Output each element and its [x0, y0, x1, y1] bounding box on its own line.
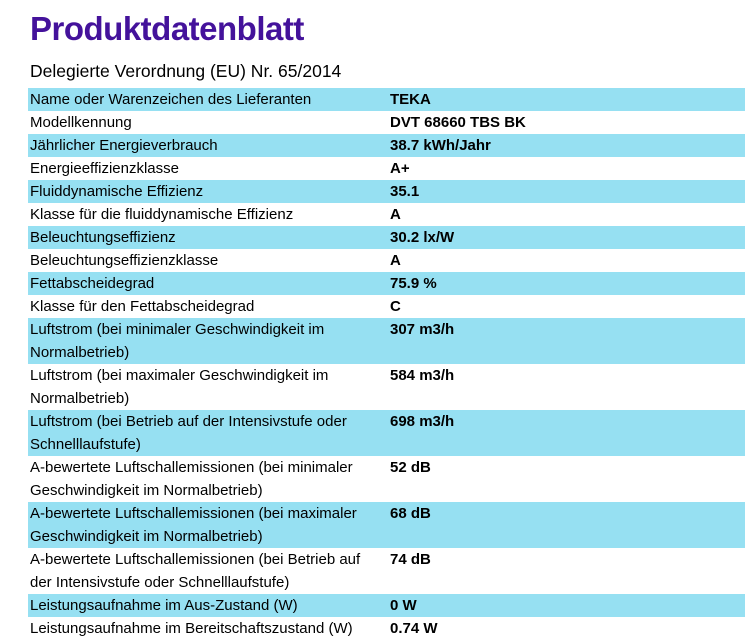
- row-label: Jährlicher Energieverbrauch: [30, 137, 218, 154]
- row-value: TEKA: [390, 91, 431, 108]
- row-value: A: [390, 206, 401, 223]
- table-row: Fettabscheidegrad 75.9 %: [28, 272, 745, 295]
- row-label: Klasse für die fluiddynamische Effizienz: [30, 206, 294, 223]
- page-title: Produktdatenblatt: [30, 10, 304, 47]
- table-row: Energieeffizienzklasse A+: [28, 157, 745, 180]
- table-row: A-bewertete Luftschallemissionen (bei ma…: [28, 502, 745, 548]
- row-value: 52 dB: [390, 459, 431, 476]
- table-row: Jährlicher Energieverbrauch 38.7 kWh/Jah…: [28, 134, 745, 157]
- product-datasheet: Produktdatenblatt Delegierte Verordnung …: [0, 9, 750, 641]
- row-value: A+: [390, 160, 410, 177]
- row-label: A-bewertete Luftschallemissionen (bei ma…: [30, 505, 357, 545]
- table-row: Name oder Warenzeichen des Lieferanten T…: [28, 88, 745, 111]
- row-value: A: [390, 252, 401, 269]
- row-label: Luftstrom (bei Betrieb auf der Intensivs…: [30, 413, 347, 453]
- row-value: 35.1: [390, 183, 420, 200]
- table-row: Modellkennung DVT 68660 TBS BK: [28, 111, 745, 134]
- row-label: Name oder Warenzeichen des Lieferanten: [30, 91, 312, 108]
- row-value: DVT 68660 TBS BK: [390, 114, 526, 131]
- row-label: Modellkennung: [30, 114, 132, 131]
- row-label: Leistungsaufnahme im Aus-Zustand (W): [30, 597, 298, 614]
- table-row: Luftstrom (bei minimaler Geschwindigkeit…: [28, 318, 745, 364]
- table-row: Luftstrom (bei Betrieb auf der Intensivs…: [28, 410, 745, 456]
- table-row: Beleuchtungseffizienzklasse A: [28, 249, 745, 272]
- row-label: Leistungsaufnahme im Bereitschaftszustan…: [30, 620, 353, 637]
- row-value: C: [390, 298, 401, 315]
- row-label: Klasse für den Fettabscheidegrad: [30, 298, 255, 315]
- table-row: Klasse für den Fettabscheidegrad C: [28, 295, 745, 318]
- row-value: 307 m3/h: [390, 321, 455, 338]
- row-value: 698 m3/h: [390, 413, 455, 430]
- row-label: Energieeffizienzklasse: [30, 160, 179, 177]
- row-value: 75.9 %: [390, 275, 437, 292]
- row-value: 0 W: [390, 597, 417, 614]
- row-value: 74 dB: [390, 551, 431, 568]
- table-row: Leistungsaufnahme im Aus-Zustand (W) 0 W: [28, 594, 745, 617]
- table-row: Fluiddynamische Effizienz 35.1: [28, 180, 745, 203]
- datasheet-table: Name oder Warenzeichen des Lieferanten T…: [28, 88, 745, 640]
- table-row: Beleuchtungseffizienz 30.2 lx/W: [28, 226, 745, 249]
- table-row: Leistungsaufnahme im Bereitschaftszustan…: [28, 617, 745, 640]
- row-label: Fluiddynamische Effizienz: [30, 183, 204, 200]
- row-label: A-bewertete Luftschallemissionen (bei Be…: [30, 551, 361, 591]
- row-label: A-bewertete Luftschallemissionen (bei mi…: [30, 459, 353, 499]
- row-label: Luftstrom (bei minimaler Geschwindigkeit…: [30, 321, 325, 361]
- table-row: Luftstrom (bei maximaler Geschwindigkeit…: [28, 364, 745, 410]
- row-value: 38.7 kWh/Jahr: [390, 137, 491, 154]
- row-label: Beleuchtungseffizienzklasse: [30, 252, 219, 269]
- row-label: Fettabscheidegrad: [30, 275, 155, 292]
- row-value: 0.74 W: [390, 620, 438, 637]
- regulation-subtitle: Delegierte Verordnung (EU) Nr. 65/2014: [30, 61, 342, 81]
- table-row: Klasse für die fluiddynamische Effizienz…: [28, 203, 745, 226]
- table-row: A-bewertete Luftschallemissionen (bei Be…: [28, 548, 745, 594]
- row-label: Beleuchtungseffizienz: [30, 229, 176, 246]
- row-value: 68 dB: [390, 505, 431, 522]
- table-row: A-bewertete Luftschallemissionen (bei mi…: [28, 456, 745, 502]
- row-value: 584 m3/h: [390, 367, 455, 384]
- row-value: 30.2 lx/W: [390, 229, 455, 246]
- row-label: Luftstrom (bei maximaler Geschwindigkeit…: [30, 367, 329, 407]
